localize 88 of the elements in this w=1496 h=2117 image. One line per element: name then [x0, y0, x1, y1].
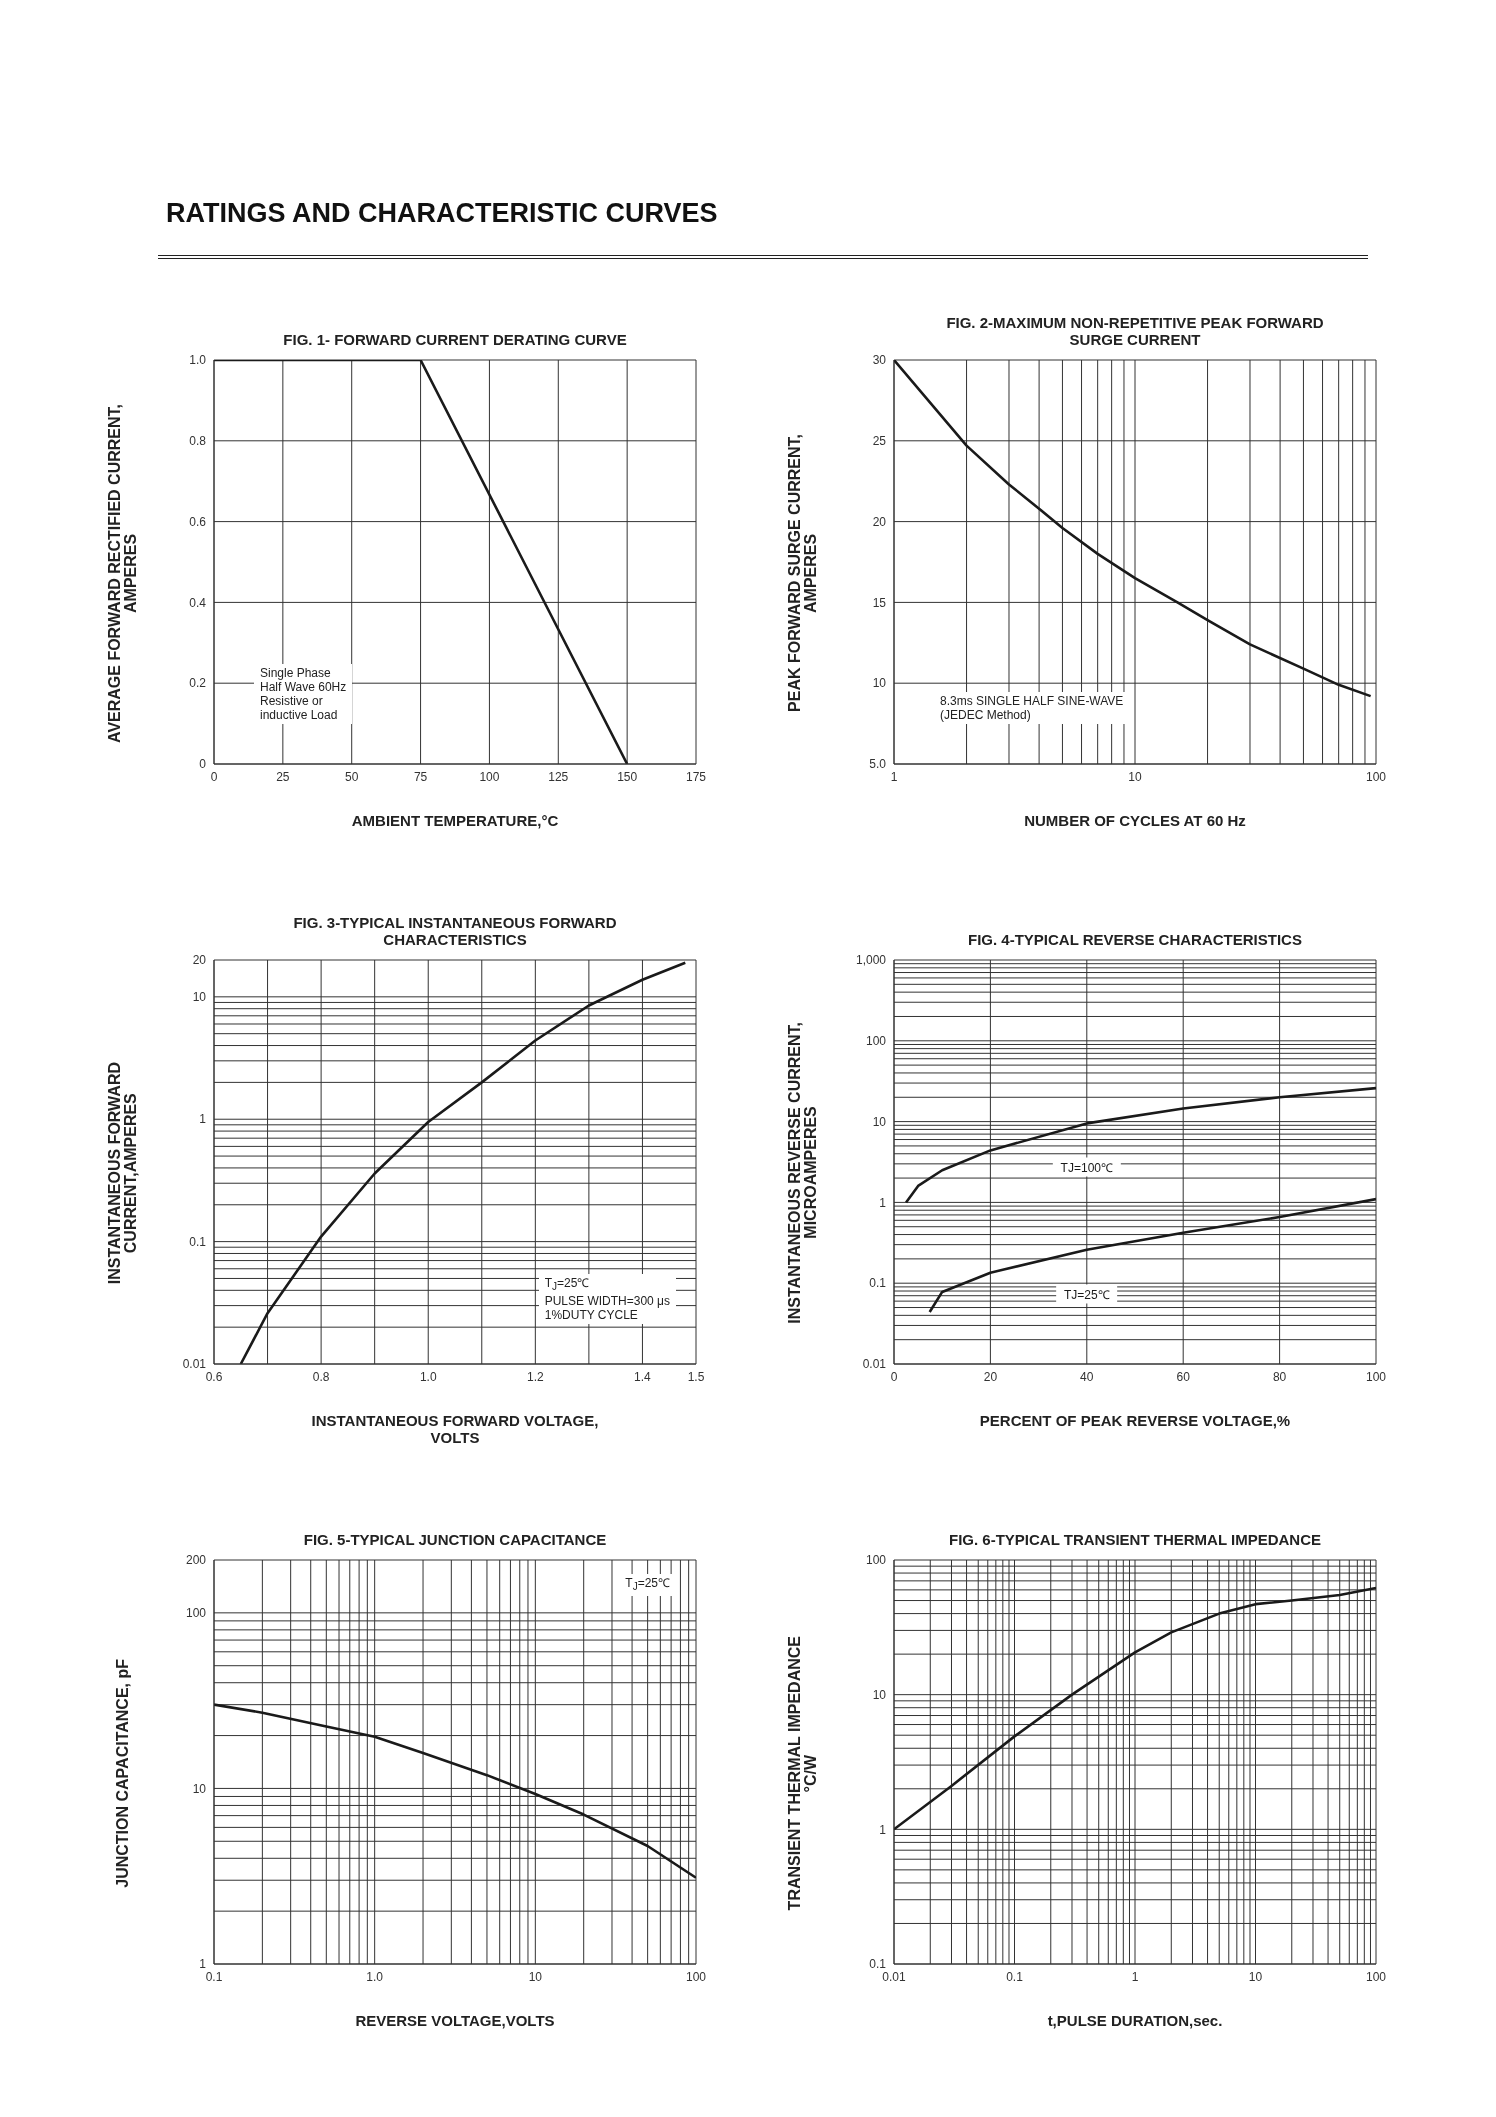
x-tick-label: 1.0: [366, 1969, 384, 1984]
y-tick-label: 10: [192, 1781, 207, 1796]
x-tick-label: 100: [1365, 1369, 1387, 1384]
y-tick-label: 1,000: [855, 953, 887, 968]
x-tick-label: 100: [685, 1969, 707, 1984]
x-tick-label: 75: [413, 769, 428, 784]
x-tick-label: 0: [890, 1369, 898, 1384]
x-tick-label: 1.2: [526, 1369, 544, 1384]
x-tick-label: 50: [345, 769, 359, 784]
y-tick-label: 0.1: [869, 1957, 887, 1972]
x-tick-label: 100: [1365, 769, 1387, 784]
y-tick-label: 1: [199, 1957, 207, 1972]
line-series: [904, 1086, 1376, 1204]
x-axis-title: REVERSE VOLTAGE,VOLTS: [354, 2012, 556, 2029]
y-tick-label: 1.0: [189, 353, 207, 368]
y-axis-title: PEAK FORWARD SURGE CURRENT, AMPERES: [786, 434, 819, 712]
x-tick-label: 10: [528, 1969, 543, 1984]
chart-subtitle: FIG. 1- FORWARD CURRENT DERATING CURVE: [282, 330, 628, 348]
x-tick-label: 10: [1248, 1969, 1263, 1984]
y-tick-label: 30: [872, 353, 887, 368]
x-tick-label: 1.4: [634, 1369, 652, 1384]
y-axis-title: INSTANTANEOUS REVERSE CURRENT, MICROAMPERES: [786, 1022, 819, 1324]
y-tick-label: 1: [199, 1112, 207, 1127]
chart-title: FIG. 5-TYPICAL JUNCTION CAPACITANCE: [302, 1530, 608, 1548]
y-tick-label: 100: [185, 1606, 207, 1621]
line-series: [239, 961, 687, 1364]
x-tick-label: 0.1: [1006, 1969, 1024, 1984]
y-tick-label: 10: [872, 676, 887, 691]
annotation: Single Phase Half Wave 60Hz Resistive or inductive Load: [254, 664, 353, 724]
x-tick-label: 1: [1131, 1969, 1139, 1984]
y-tick-label: 15: [872, 595, 887, 610]
y-tick-label: 5.0: [869, 757, 887, 772]
x-tick-label: 10: [1128, 769, 1142, 784]
x-tick-label: 1.0: [419, 1369, 437, 1384]
x-tick-label: 25: [276, 769, 290, 784]
x-tick-label: 1.5: [687, 1369, 705, 1384]
y-tick-label: 0.2: [189, 676, 207, 691]
line-series: [928, 1197, 1376, 1314]
x-tick-label: 100: [479, 769, 500, 784]
x-tick-label: 0: [210, 769, 218, 784]
y-tick-label: 10: [872, 1687, 887, 1702]
x-tick-label: 0.8: [312, 1369, 330, 1384]
x-tick-label: 150: [617, 769, 638, 784]
x-axis-title: AMBIENT TEMPERATURE,°C: [350, 812, 560, 829]
y-tick-label: 1: [879, 1195, 887, 1210]
x-tick-label: 80: [1272, 1369, 1287, 1384]
y-tick-label: 0.1: [189, 1234, 207, 1249]
x-tick-label: 125: [548, 769, 569, 784]
y-tick-label: 0.01: [182, 1357, 207, 1372]
chart-title: FIG. 6-TYPICAL TRANSIENT THERMAL IMPEDANCE: [948, 1530, 1322, 1548]
x-axis-title: NUMBER OF CYCLES AT 60 Hz: [1023, 812, 1247, 829]
chart-title: FIG. 2-MAXIMUM NON-REPETITIVE PEAK FORWARD SURGE CURRENT: [945, 313, 1325, 348]
x-tick-label: 175: [685, 769, 707, 784]
y-tick-label: 0.6: [189, 514, 207, 529]
y-tick-label: 10: [192, 990, 207, 1005]
y-tick-label: 0.1: [869, 1276, 887, 1291]
y-axis-title: INSTANTANEOUS FORWARD CURRENT,AMPERES: [106, 1061, 139, 1285]
x-tick-label: 40: [1080, 1369, 1094, 1384]
x-axis-title: t,PULSE DURATION,sec.: [1046, 2012, 1224, 2029]
annotation: 8.3ms SINGLE HALF SINE-WAVE (JEDEC Method): [934, 692, 1130, 724]
y-tick-label: 10: [872, 1114, 887, 1129]
y-axis-title: TRANSIENT THERMAL IMPEDANCE °C/W: [786, 1635, 819, 1911]
y-tick-label: 20: [872, 514, 887, 529]
y-tick-label: 1: [879, 1822, 887, 1837]
x-axis-title: PERCENT OF PEAK REVERSE VOLTAGE,%: [978, 1412, 1292, 1429]
chart-title: FIG. 3-TYPICAL INSTANTANEOUS FORWARD CHARACTERISTICS: [292, 913, 618, 948]
text: TJ=25℃: [1055, 1284, 1118, 1304]
y-tick-label: 0.4: [189, 595, 207, 610]
annotation: T$_{J}$=25℃: [619, 1574, 676, 1597]
x-axis-title: INSTANTANEOUS FORWARD VOLTAGE, VOLTS: [310, 1412, 600, 1446]
annotation: T$_{J}$=25℃ PULSE WIDTH=300 μs 1%DUTY CYCLE: [538, 1273, 676, 1324]
x-tick-label: 20: [983, 1369, 998, 1384]
y-axis-title: AVERAGE FORWARD RECTIFIED CURRENT, AMPERES: [106, 403, 139, 743]
y-axis-title: JUNCTION CAPACITANCE, pF: [114, 1658, 131, 1888]
y-tick-label: 20: [192, 953, 207, 968]
y-tick-label: 0: [199, 757, 207, 772]
x-tick-label: 60: [1176, 1369, 1191, 1384]
chart-title: RATINGS AND CHARACTERISTIC CURVES: [166, 198, 718, 228]
text: TJ=100℃: [1052, 1157, 1121, 1177]
y-tick-label: 100: [865, 1553, 887, 1568]
y-tick-label: 0.8: [189, 434, 207, 449]
y-tick-label: 0.01: [862, 1357, 887, 1372]
y-tick-label: 200: [185, 1553, 207, 1568]
y-tick-label: 25: [872, 434, 887, 449]
x-tick-label: 1: [890, 769, 898, 784]
y-tick-label: 100: [865, 1034, 887, 1049]
chart-title: FIG. 4-TYPICAL REVERSE CHARACTERISTICS: [967, 930, 1303, 948]
x-tick-label: 100: [1365, 1969, 1387, 1984]
